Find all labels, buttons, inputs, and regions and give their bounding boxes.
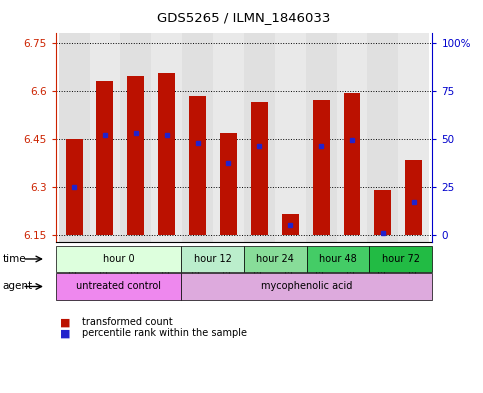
Bar	[97, 81, 114, 235]
Bar	[158, 73, 175, 235]
Bar	[337, 33, 368, 242]
Bar	[66, 139, 83, 235]
Bar	[368, 33, 398, 242]
Bar	[275, 33, 306, 242]
Text: untreated control: untreated control	[76, 281, 161, 292]
Text: ■: ■	[60, 317, 71, 327]
Text: hour 0: hour 0	[102, 254, 134, 264]
Bar	[374, 191, 391, 235]
Bar	[244, 33, 275, 242]
Bar	[182, 33, 213, 242]
Text: hour 72: hour 72	[382, 254, 420, 264]
Text: hour 12: hour 12	[194, 254, 231, 264]
Text: hour 24: hour 24	[256, 254, 294, 264]
Bar	[58, 33, 89, 242]
Text: percentile rank within the sample: percentile rank within the sample	[82, 328, 247, 338]
Text: mycophenolic acid: mycophenolic acid	[261, 281, 353, 292]
Bar	[213, 33, 244, 242]
Bar	[306, 33, 337, 242]
Bar	[220, 133, 237, 235]
Bar	[189, 96, 206, 235]
Bar	[343, 93, 360, 235]
Text: transformed count: transformed count	[82, 317, 173, 327]
Bar	[251, 102, 268, 235]
Bar	[282, 215, 298, 235]
Text: GDS5265 / ILMN_1846033: GDS5265 / ILMN_1846033	[157, 11, 330, 24]
Bar	[151, 33, 182, 242]
Bar	[128, 76, 144, 235]
Text: hour 48: hour 48	[319, 254, 357, 264]
Bar	[89, 33, 120, 242]
Text: agent: agent	[2, 281, 32, 292]
Bar	[398, 33, 429, 242]
Text: ■: ■	[60, 328, 71, 338]
Bar	[405, 160, 422, 235]
Text: time: time	[2, 254, 26, 264]
Bar	[120, 33, 151, 242]
Bar	[313, 100, 329, 235]
